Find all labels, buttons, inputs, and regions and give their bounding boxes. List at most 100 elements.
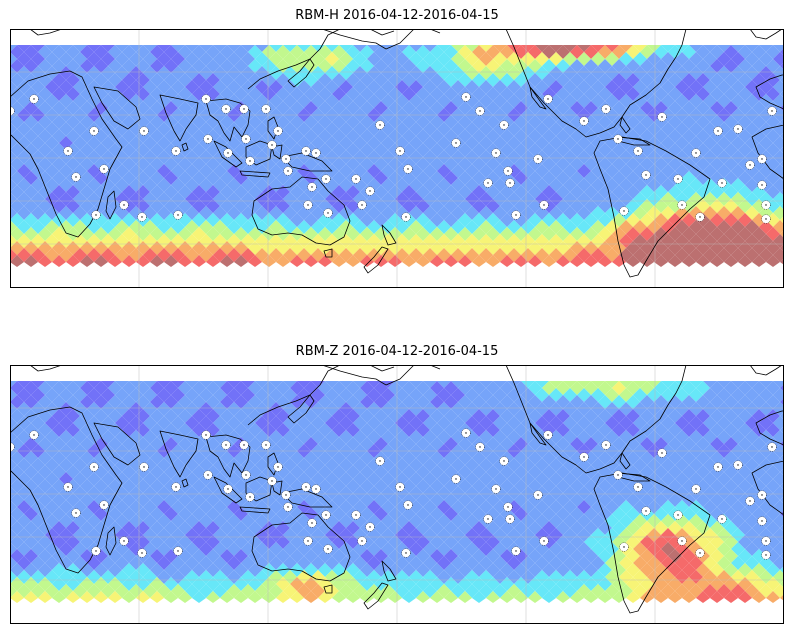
dotted-circle-station-icon — [221, 440, 231, 450]
field-cell — [185, 381, 199, 388]
dotted-circle-station-icon — [301, 482, 311, 492]
panel-title-rbm-z: RBM-Z 2016-04-12-2016-04-15 — [295, 344, 499, 359]
dotted-circle-station-icon — [717, 178, 727, 188]
field-cell — [80, 255, 94, 267]
coastline-sulawesi — [271, 480, 283, 496]
field-cell — [94, 255, 108, 267]
field-cell — [332, 255, 346, 267]
field-cell — [10, 591, 24, 603]
dotted-circle-station-icon — [403, 500, 413, 510]
field-cell — [745, 45, 759, 52]
field-cell — [255, 381, 269, 388]
field-cell — [290, 255, 304, 267]
dotted-circle-station-icon — [29, 430, 39, 440]
field-cell — [164, 591, 178, 603]
dotted-circle-station-icon — [311, 148, 321, 158]
dotted-circle-station-icon — [503, 166, 513, 176]
field-cell — [773, 206, 784, 220]
field-cell — [773, 94, 784, 108]
dotted-circle-station-icon — [491, 484, 501, 494]
field-cell — [157, 381, 171, 388]
field-cell — [234, 255, 248, 267]
field-cell — [276, 255, 290, 267]
field-cell — [346, 591, 360, 603]
coastline-n-america — [505, 29, 687, 138]
field-cell — [17, 381, 31, 388]
field-cell — [570, 255, 584, 267]
coastline-alaska — [321, 365, 415, 386]
field-cell — [101, 381, 115, 388]
field-cell — [773, 528, 784, 542]
field-cell — [556, 255, 570, 267]
field-cell — [10, 472, 17, 486]
dotted-circle-station-icon — [641, 170, 651, 180]
field-cell — [703, 45, 717, 52]
field-cell — [444, 255, 458, 267]
dotted-circle-station-icon — [303, 536, 313, 546]
field-cell — [10, 150, 17, 164]
field-cell — [528, 591, 542, 603]
dotted-circle-station-icon — [139, 126, 149, 136]
field-cell — [626, 591, 640, 603]
field-cell — [507, 381, 521, 388]
panel-title-rbm-h: RBM-H 2016-04-12-2016-04-15 — [295, 8, 499, 23]
dotted-circle-station-icon — [267, 140, 277, 150]
dotted-circle-station-icon — [539, 536, 549, 546]
dotted-circle-station-icon — [351, 510, 361, 520]
coastline-tasmania — [323, 248, 333, 258]
field-cell — [10, 570, 17, 584]
field-cell — [87, 381, 101, 388]
field-cell — [10, 584, 17, 598]
dotted-circle-station-icon — [511, 210, 521, 220]
field-cell — [45, 45, 59, 52]
field-cell — [542, 591, 556, 603]
dotted-circle-station-icon — [29, 94, 39, 104]
field-cell — [318, 591, 332, 603]
dotted-circle-station-icon — [757, 154, 767, 164]
field-cell — [367, 381, 381, 388]
dotted-circle-station-icon — [761, 536, 771, 546]
field-cell — [507, 45, 521, 52]
field-cell — [150, 591, 164, 603]
dotted-circle-station-icon — [543, 94, 553, 104]
field-cell — [164, 255, 178, 267]
dotted-circle-station-icon — [99, 164, 109, 174]
field-cell — [101, 45, 115, 52]
coastline-new-guinea — [281, 152, 333, 172]
field-cell — [290, 591, 304, 603]
field-cell — [682, 255, 696, 267]
field-cell — [647, 381, 661, 388]
coastline-japan — [287, 58, 315, 88]
field-cell — [367, 45, 381, 52]
dotted-circle-station-icon — [757, 490, 767, 500]
field-cell — [360, 591, 374, 603]
dotted-circle-station-icon — [223, 148, 233, 158]
dotted-circle-station-icon — [677, 200, 687, 210]
coastline-se-asia — [205, 434, 251, 478]
coastline-sulawesi — [271, 144, 283, 160]
field-cell — [122, 255, 136, 267]
field-cell — [773, 570, 784, 584]
field-cell — [773, 416, 784, 430]
coastline-java — [239, 506, 271, 514]
coastline-africa — [10, 70, 123, 238]
field-cell — [773, 514, 784, 528]
field-cell — [752, 591, 766, 603]
field-cell — [577, 45, 591, 52]
coastline-madagascar — [105, 190, 117, 220]
dotted-circle-station-icon — [321, 174, 331, 184]
dotted-circle-station-icon — [761, 214, 771, 224]
field-cell — [682, 591, 696, 603]
field-cell — [773, 584, 784, 598]
coastline-india — [159, 94, 199, 142]
field-cell — [143, 45, 157, 52]
field-cell — [241, 381, 255, 388]
dotted-circle-station-icon — [119, 200, 129, 210]
dotted-circle-station-icon — [475, 106, 485, 116]
field-cell — [108, 591, 122, 603]
coastline-madagascar — [105, 526, 117, 556]
dotted-circle-station-icon — [733, 124, 743, 134]
dotted-circle-station-icon — [173, 546, 183, 556]
coastline-s-america — [593, 136, 711, 278]
field-cell — [542, 255, 556, 267]
